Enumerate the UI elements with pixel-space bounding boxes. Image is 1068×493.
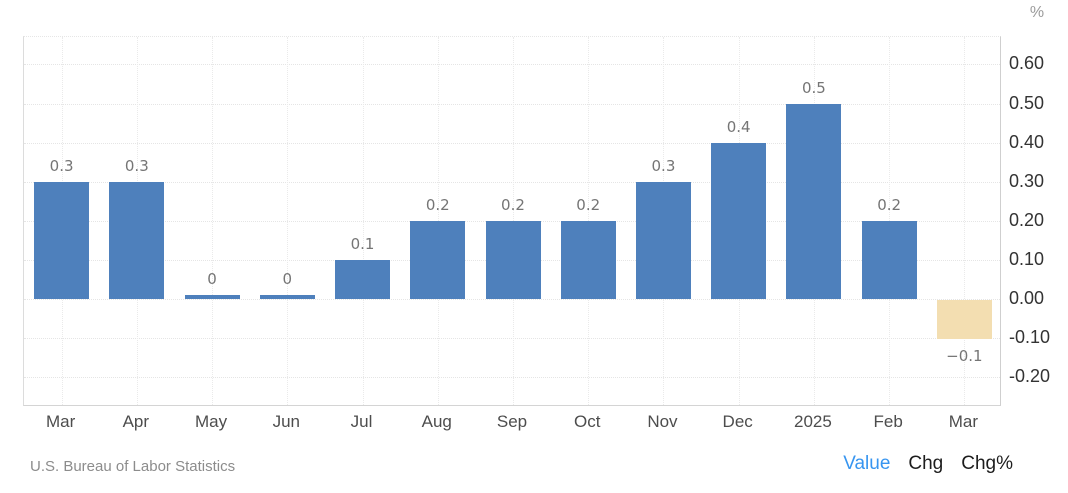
- bar-value-label: −0.1: [946, 347, 983, 366]
- v-gridline: [287, 37, 289, 405]
- bar-value-label: 0.3: [651, 156, 676, 175]
- h-gridline: [24, 299, 1000, 300]
- x-axis-label-apr-1: Apr: [122, 412, 150, 431]
- bar-value-label: 0.3: [124, 156, 149, 175]
- chg-toggle-link[interactable]: Chg: [908, 453, 944, 474]
- v-gridline: [362, 37, 364, 405]
- y-axis-tick-label: -0.10: [1009, 327, 1051, 348]
- y-axis-tick-label: 0.30: [1009, 170, 1045, 191]
- bar-sep-6[interactable]: [485, 220, 541, 299]
- y-axis-tick-label: 0.20: [1009, 209, 1045, 230]
- v-gridline: [212, 37, 214, 405]
- y-axis-tick-label: 0.10: [1009, 248, 1045, 269]
- bar-2025-10[interactable]: [786, 103, 842, 299]
- chg-percent-toggle-link[interactable]: Chg%: [961, 453, 1013, 474]
- bar-value-label: 0.2: [501, 195, 525, 214]
- bar-jun-3[interactable]: [259, 295, 315, 299]
- v-gridline: [964, 37, 966, 405]
- bar-oct-7[interactable]: [560, 220, 616, 299]
- x-axis-label-feb-11: Feb: [873, 412, 903, 431]
- bar-value-label: 0.2: [425, 195, 450, 214]
- x-axis-label-aug-5: Aug: [421, 412, 452, 431]
- bar-nov-8[interactable]: [635, 181, 691, 299]
- x-axis-label-mar-0: Mar: [45, 412, 76, 431]
- bar-dec-9[interactable]: [711, 142, 767, 299]
- h-gridline: [24, 64, 1000, 66]
- x-axis-label-jun-3: Jun: [272, 412, 300, 431]
- source-attribution: U.S. Bureau of Labor Statistics: [30, 458, 236, 475]
- x-axis-label-sep-6: Sep: [496, 412, 528, 431]
- x-axis-label-jul-4: Jul: [350, 412, 373, 431]
- value-toggle-link[interactable]: Value: [843, 453, 891, 474]
- x-axis-label-nov-8: Nov: [647, 412, 678, 431]
- h-gridline: [24, 103, 1000, 105]
- bar-mar-12[interactable]: [936, 300, 992, 340]
- bar-value-label: 0.4: [726, 117, 751, 136]
- x-axis-label-oct-7: Oct: [573, 412, 601, 431]
- h-gridline: [24, 142, 1000, 144]
- bar-mar-0[interactable]: [34, 181, 90, 299]
- h-gridline: [24, 338, 1000, 340]
- x-axis-label-may-2: May: [195, 412, 228, 431]
- y-axis-tick-label: 0.60: [1009, 53, 1045, 74]
- bar-value-label: 0.2: [877, 195, 902, 214]
- h-gridline: [24, 181, 1000, 183]
- bar-may-2[interactable]: [184, 295, 240, 299]
- bar-value-label: 0.1: [350, 234, 375, 253]
- x-axis-label-mar-12: Mar: [948, 412, 979, 431]
- x-axis-label-2025-10: 2025: [793, 412, 832, 431]
- bar-feb-11[interactable]: [861, 220, 917, 299]
- bar-apr-1[interactable]: [109, 181, 165, 299]
- x-axis-label-dec-9: Dec: [722, 412, 753, 431]
- y-axis-tick-label: -0.20: [1009, 366, 1051, 387]
- footer-view-toggles: Value Chg Chg%: [843, 453, 1013, 475]
- plot-area: 0.3 0.3 0 0 0.1 0.2 0.2 0.2 0.3 0.4 0.5 0.2 −0.1: [23, 36, 1001, 406]
- h-gridline: [24, 377, 1000, 379]
- bar-value-label: 0.3: [49, 156, 74, 175]
- bar-aug-5[interactable]: [410, 220, 466, 299]
- bar-value-label: 0.2: [576, 195, 601, 214]
- bar-value-label: 0: [282, 270, 293, 288]
- bar-value-label: 0.5: [801, 78, 826, 97]
- y-axis-tick-label: 0.50: [1009, 92, 1045, 113]
- y-axis-unit-label: %: [1029, 4, 1045, 21]
- y-axis-tick-label: 0.40: [1009, 131, 1045, 152]
- bar-jul-4[interactable]: [335, 259, 391, 299]
- y-axis-tick-label: 0.00: [1009, 288, 1045, 308]
- bar-value-label: 0: [207, 270, 217, 288]
